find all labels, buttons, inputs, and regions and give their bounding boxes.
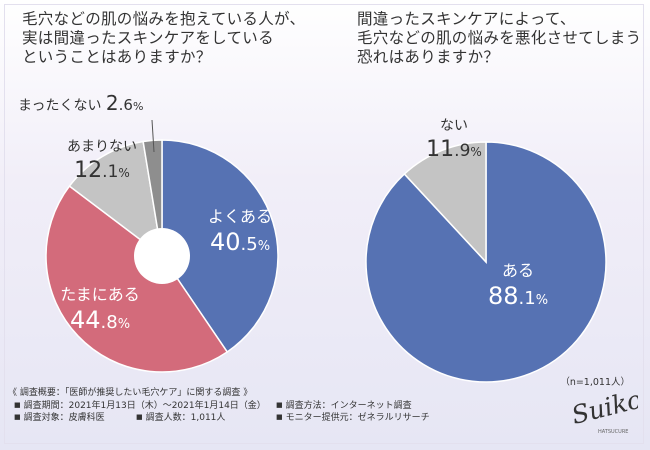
slice-3-label: まったくない 2.6%: [18, 91, 143, 115]
pie-slice-2: [68, 140, 164, 258]
slice-1-value: 11.9%: [426, 137, 482, 162]
survey-count: 調査人数：1,011人: [136, 412, 226, 425]
brand-name: Suiko: [569, 386, 638, 430]
slice-0-value: 88.1%: [488, 282, 548, 310]
pie-slice-0: [365, 141, 607, 383]
survey-footer: 《 調査概要：「医師が推奨したい毛穴ケア」に関する調査 》 調査期間：2021年…: [8, 388, 568, 446]
slice-1-label: ない: [440, 118, 468, 134]
pie-slice-3: [142, 139, 163, 257]
sample-size-note: （n=1,011人）: [560, 377, 630, 388]
question-right: 間違ったスキンケアによって、 毛穴などの肌の悩みを悪化させてしまう 恐れはありま…: [357, 10, 642, 66]
slice-0-label: ある: [502, 261, 534, 280]
pie-slice-1: [45, 185, 229, 373]
slice-2-value: 12.1%: [74, 158, 130, 183]
pie-chart-left: よくある 40.5% たまにある 44.8% あまりない 12.1% まったくない 2.6%: [18, 91, 279, 373]
survey-target: 調査対象：皮膚科医: [14, 412, 105, 425]
brand-sub: HATSUCURE: [598, 429, 628, 435]
brand-logo: Suiko HATSUCURE: [569, 386, 638, 435]
pie-chart-right: ある 88.1% ない 11.9%: [365, 118, 607, 383]
survey-period: 調査期間：2021年1月13日（木）〜2021年1月14日（金）: [14, 400, 266, 413]
question-left: 毛穴などの肌の悩みを抱えている人が、 実は間違ったスキンケアをしている というこ…: [22, 10, 306, 66]
leader-line-3: [151, 119, 155, 153]
slice-2-label: あまりない: [67, 139, 137, 155]
pie-slice-1: [403, 141, 487, 264]
slice-0-value: 40.5%: [210, 228, 270, 256]
slice-1-value: 44.8%: [70, 306, 130, 334]
survey-method: 調査方法：インターネット調査: [276, 400, 412, 413]
pie-slice-0: [161, 139, 279, 353]
slice-0-label: よくある: [208, 207, 272, 226]
survey-provider: モニター提供元：ゼネラルリサーチ: [276, 412, 430, 425]
donut-hole: [134, 228, 190, 284]
slice-1-label: たまにある: [60, 285, 140, 304]
survey-title: 《 調査概要：「医師が推奨したい毛穴ケア」に関する調査 》: [8, 388, 253, 398]
